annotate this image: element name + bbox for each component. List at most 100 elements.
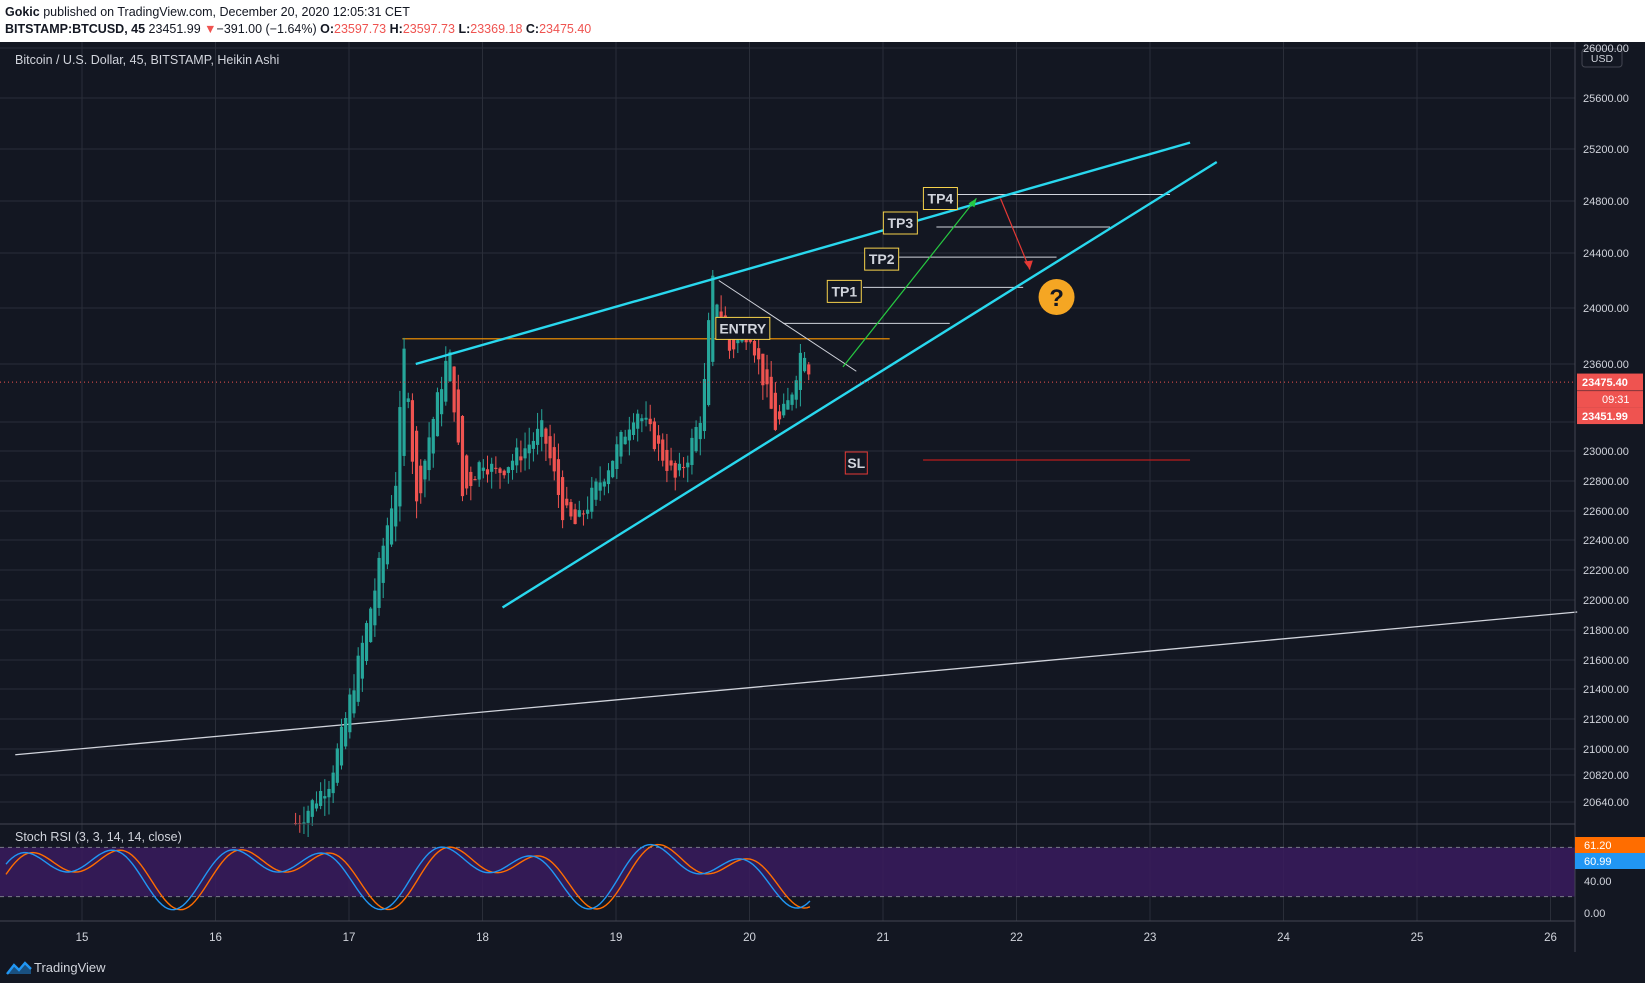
candle-body (339, 726, 344, 766)
price-change: −391.00 (−1.64%) (216, 22, 317, 36)
tradingview-logo-icon[interactable] (6, 961, 32, 975)
candle-body (561, 477, 565, 521)
candle-body (611, 460, 615, 478)
candle-body (306, 810, 310, 823)
candle-body (627, 429, 631, 441)
publication-header: Gokic published on TradingView.com, Dece… (0, 0, 1645, 42)
candle-body (385, 525, 389, 565)
channel-upper-line[interactable] (415, 141, 1191, 366)
candle-body (757, 348, 761, 360)
stoch-rsi-legend[interactable]: Stoch RSI (3, 3, 14, 14, close) (15, 830, 182, 844)
time-tick-label: 22 (1010, 932, 1023, 944)
candle-body (469, 471, 473, 487)
candle-body (352, 690, 356, 714)
tp4-label-box (922, 187, 958, 210)
tp3-label-text: TP3 (888, 215, 914, 231)
tradingview-brand[interactable]: TradingView (34, 960, 106, 975)
candle-body (769, 376, 773, 409)
candle-body (586, 509, 590, 514)
target-arrow-head-icon (968, 198, 977, 208)
target-arrow[interactable] (842, 198, 977, 368)
candle-body (435, 392, 440, 437)
main-series-legend[interactable]: Bitcoin / U.S. Dollar, 45, BITSTAMP, Hei… (15, 53, 279, 67)
channel-lower-line[interactable] (501, 160, 1218, 609)
candle-body (640, 418, 644, 422)
candle-body (577, 510, 581, 517)
candle-body (732, 336, 736, 350)
candle-body (364, 623, 369, 662)
author-name[interactable]: Gokic (5, 5, 40, 19)
candle-body (498, 468, 502, 473)
candle-body (690, 437, 694, 465)
candle-body (373, 590, 377, 626)
tp3-label-box (882, 211, 918, 235)
tp2-label[interactable]: TP2 (864, 247, 900, 271)
time-tick-label: 23 (1144, 932, 1157, 944)
candle-body (686, 462, 690, 468)
price-tick-labels: 20640.00 20820.00 21000.00 21200.00 21400.00… (1583, 43, 1629, 809)
time-tick-label: 25 (1411, 932, 1424, 944)
question-mark-icon[interactable]: ? (1038, 279, 1075, 315)
candle-body (402, 348, 406, 456)
price-tick-label: 26000.00 (1583, 43, 1629, 55)
time-tick-label: 20 (743, 932, 756, 944)
candle-body (652, 421, 656, 450)
candle-body (381, 545, 385, 583)
stoch-d-line[interactable] (5, 843, 811, 911)
candle-body (786, 400, 790, 410)
candle-body (711, 275, 715, 362)
symbol-ohlc-line: BITSTAMP:BTCUSD, 45 23451.99 ▼−391.00 (−… (5, 22, 591, 36)
candle-body (748, 339, 752, 342)
candle-body (644, 417, 648, 420)
candle-body (510, 460, 515, 471)
time-axis[interactable]: 15 16 17 18 19 20 21 22 23 24 25 26 (76, 932, 1557, 944)
candle-body (606, 470, 611, 485)
candle-body (602, 481, 606, 487)
osc-tick-40: 40.00 (1584, 876, 1612, 888)
candle-body (669, 460, 673, 466)
candle-body (623, 436, 627, 445)
candle-body (736, 339, 740, 344)
long-term-trendline[interactable] (15, 611, 1578, 756)
sl-label[interactable]: SL (844, 451, 868, 475)
candle-body (573, 509, 577, 525)
close-value: 23475.40 (539, 22, 592, 36)
open-value: 23597.73 (334, 22, 387, 36)
price-tick-label: 20640.00 (1583, 797, 1629, 809)
time-tick-label: 17 (343, 932, 356, 944)
candle-body (502, 470, 506, 476)
candle-body (506, 467, 510, 473)
candle-body (665, 449, 669, 471)
drop-arrow[interactable] (999, 198, 1031, 270)
tp3-label[interactable]: TP3 (882, 211, 918, 235)
short-descending-trendline[interactable] (718, 280, 857, 372)
price-tick-label: 25200.00 (1583, 144, 1629, 156)
stoch-k-line[interactable] (5, 843, 811, 911)
time-tick-label: 16 (209, 932, 222, 944)
candle-body (590, 487, 594, 512)
price-tick-label: 21200.00 (1583, 714, 1629, 726)
tp4-label[interactable]: TP4 (922, 187, 958, 210)
oscillator-axis[interactable]: 61.20 60.99 40.00 0.00 (1575, 837, 1645, 920)
candle-body (707, 320, 711, 406)
price-axis[interactable]: USD 20640.00 20820.00 21000.00 21200.00 2140… (1574, 42, 1643, 952)
candle-body (715, 304, 719, 319)
tp1-label[interactable]: TP1 (826, 279, 862, 303)
currency-badge[interactable] (1581, 48, 1623, 68)
candle-body (802, 357, 807, 372)
tp4-label-text: TP4 (928, 191, 954, 207)
last-price-badge-box (1577, 407, 1643, 425)
chart-background (0, 42, 1645, 952)
price-chart[interactable]: ENTRY TP1 TP2 TP3 TP4 SL ? Bitcoin / U.S… (0, 42, 1645, 952)
time-tick-label: 24 (1277, 932, 1290, 944)
candle-body (790, 394, 794, 405)
entry-label[interactable]: ENTRY (715, 316, 771, 340)
high-label: H: (389, 22, 403, 36)
overbought-oversold-band (0, 847, 1575, 897)
candle-body (344, 718, 348, 747)
candle-body (631, 422, 636, 435)
rising-wedge-channel (415, 141, 1218, 609)
stoch-d-badge-box (1575, 853, 1645, 869)
candle-body (440, 389, 444, 415)
current-price-badge-text: 23475.40 (1582, 377, 1628, 389)
